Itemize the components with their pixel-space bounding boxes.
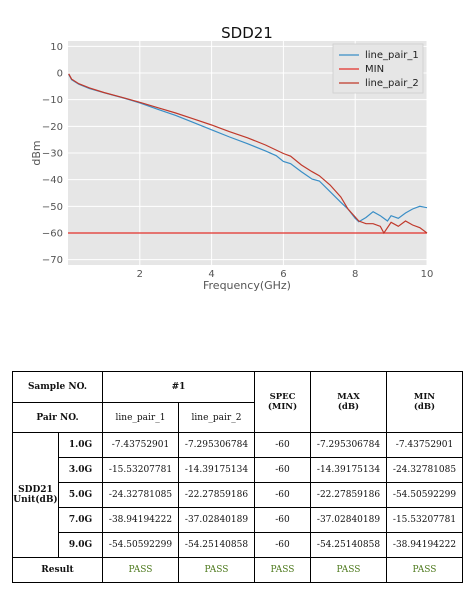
pair-1-cell: -38.94194222 [102,507,179,533]
min-cell: -54.50592299 [386,482,463,508]
y-tick-label: −50 [42,202,63,213]
pair-1-cell: -24.32781085 [102,482,179,508]
sdd21-chart: SDD21 10 0 −10 −20 −30 −40 −50 −60 −70 2 4 6 8 10 Fr… [30,24,434,292]
spec-cell: -60 [254,532,311,558]
pair-2-cell: -22.27859186 [178,482,255,508]
pair-1-cell: -54.50592299 [102,532,179,558]
pair-2-cell: -54.25140858 [178,532,255,558]
y-tick-label: 0 [57,69,63,80]
pair-1-cell: -15.53207781 [102,457,179,483]
min-cell: -24.32781085 [386,457,463,483]
freq-cell: 9.0G [58,532,103,558]
legend: line_pair_1 MIN line_pair_2 [332,43,424,94]
x-tick-label: 10 [421,269,434,280]
max-header: MAX (dB) [310,371,387,433]
min-header: MIN (dB) [386,371,463,433]
spec-cell: -60 [254,432,311,458]
table-row: 3.0G -15.53207781 -14.39175134 -60 -14.3… [13,457,463,483]
max-cell: -37.02840189 [310,507,387,533]
min-cell: -15.53207781 [386,507,463,533]
group-label: SDD21 Unit(dB) [12,432,59,558]
spec-header: SPEC (MIN) [254,371,311,433]
series-lines [68,73,428,235]
y-tick-label: −10 [42,95,63,106]
pair-1-cell: -7.43752901 [102,432,179,458]
y-axis: 10 0 −10 −20 −30 −40 −50 −60 −70 [42,42,63,266]
table-header-row: Sample NO. #1 SPEC (MIN) MAX (dB) MIN (d… [12,371,463,433]
result-min: PASS [386,557,463,583]
pair-no-header: Pair NO. [12,402,103,433]
legend-label-line-pair-2: line_pair_2 [365,78,419,89]
x-axis-label: Frequency(GHz) [203,279,291,292]
y-tick-label: 10 [50,42,63,53]
table-subheader-row: Pair NO. line_pair_1 line_pair_2 [12,402,463,433]
pair-2-cell: -37.02840189 [178,507,255,533]
pair-1-header: line_pair_1 [102,402,179,433]
sample-no-value: #1 [102,371,255,403]
y-tick-label: −40 [42,175,63,186]
max-cell: -14.39175134 [310,457,387,483]
result-spec: PASS [254,557,311,583]
results-table: Sample NO. #1 SPEC (MIN) MAX (dB) MIN (d… [12,371,463,583]
table-row: 5.0G -24.32781085 -22.27859186 -60 -22.2… [13,482,463,508]
y-tick-label: −30 [42,149,63,160]
max-cell: -7.295306784 [310,432,387,458]
spec-cell: -60 [254,507,311,533]
sample-no-header: Sample NO. [12,371,103,403]
max-cell: -22.27859186 [310,482,387,508]
freq-cell: 7.0G [58,507,103,533]
table-row: 7.0G -38.94194222 -37.02840189 -60 -37.0… [13,507,463,533]
y-tick-label: −70 [42,255,63,266]
result-pair-2: PASS [178,557,255,583]
table-row: 9.0G -54.50592299 -54.25140858 -60 -54.2… [13,532,463,558]
pair-2-cell: -14.39175134 [178,457,255,483]
result-pair-1: PASS [102,557,179,583]
min-cell: -7.43752901 [386,432,463,458]
result-row: Result PASS PASS PASS PASS PASS [12,557,463,583]
pair-2-header: line_pair_2 [178,402,255,433]
chart-title: SDD21 [221,24,273,42]
y-axis-label: dBm [30,140,43,165]
y-tick-label: −60 [42,229,63,240]
freq-cell: 3.0G [58,457,103,483]
legend-label-line-pair-1: line_pair_1 [365,50,419,61]
pair-2-cell: -7.295306784 [178,432,255,458]
x-tick-label: 2 [137,269,143,280]
result-label: Result [12,557,103,583]
result-max: PASS [310,557,387,583]
legend-label-min: MIN [365,64,384,75]
freq-cell: 5.0G [58,482,103,508]
y-tick-label: −20 [42,122,63,133]
x-tick-label: 4 [208,269,214,280]
freq-cell: 1.0G [58,432,103,458]
min-cell: -38.94194222 [386,532,463,558]
series-line-line-pair-2 [68,73,428,235]
x-tick-label: 6 [280,269,286,280]
x-tick-label: 8 [352,269,358,280]
spec-cell: -60 [254,482,311,508]
max-cell: -54.25140858 [310,532,387,558]
x-axis: 2 4 6 8 10 [137,269,434,280]
table-row: SDD21 Unit(dB) 1.0G -7.43752901 -7.29530… [12,432,463,558]
spec-cell: -60 [254,457,311,483]
